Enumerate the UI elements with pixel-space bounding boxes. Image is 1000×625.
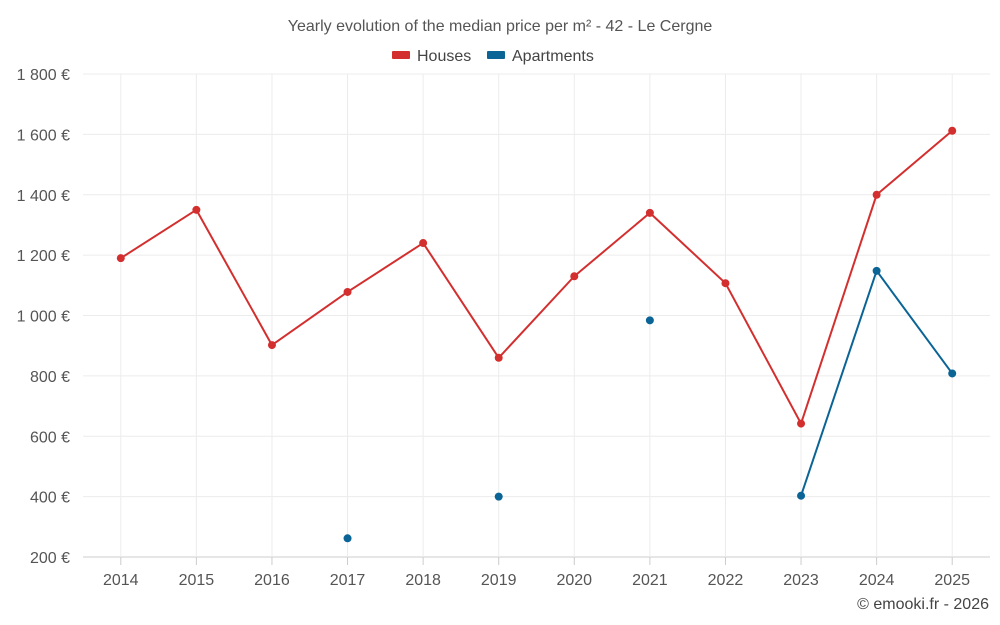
data-point-houses-2015[interactable] bbox=[192, 205, 201, 214]
data-point-houses-2016[interactable] bbox=[267, 341, 276, 350]
series-houses bbox=[116, 126, 957, 428]
x-tick-label: 2023 bbox=[783, 572, 819, 589]
y-tick-label: 800 € bbox=[30, 369, 70, 386]
series-line-segment-houses bbox=[800, 193, 878, 425]
x-tick-label: 2020 bbox=[556, 572, 592, 589]
y-axis: 200 € 400 € 600 € 800 € 1 000 € 1 200 € 1 400 … bbox=[17, 67, 70, 567]
data-point-apartments-2024[interactable] bbox=[872, 266, 881, 275]
y-tick-label: 1 800 € bbox=[17, 67, 70, 84]
legend-item-houses[interactable]: Houses bbox=[392, 48, 471, 65]
data-point-houses-2023[interactable] bbox=[797, 419, 806, 428]
data-point-houses-2018[interactable] bbox=[419, 239, 428, 248]
y-tick-label: 600 € bbox=[30, 429, 70, 446]
data-point-houses-2014[interactable] bbox=[116, 254, 125, 263]
data-point-apartments-2019[interactable] bbox=[494, 492, 503, 501]
legend-swatch-houses bbox=[392, 51, 410, 59]
x-tick-label: 2022 bbox=[708, 572, 744, 589]
x-tick-label: 2016 bbox=[254, 572, 290, 589]
data-point-apartments-2025[interactable] bbox=[948, 369, 957, 378]
x-tick-label: 2017 bbox=[330, 572, 366, 589]
legend-swatch-apartments bbox=[487, 51, 505, 59]
series-line-segment-houses bbox=[648, 211, 727, 285]
data-point-houses-2021[interactable] bbox=[645, 208, 654, 217]
series-apartments bbox=[343, 266, 957, 543]
series-line-segment-houses bbox=[119, 208, 198, 260]
legend: Houses Apartments bbox=[392, 48, 594, 65]
x-tick-label: 2024 bbox=[859, 572, 895, 589]
x-tick-label: 2025 bbox=[934, 572, 970, 589]
grid bbox=[83, 73, 990, 558]
series-layer bbox=[116, 126, 957, 543]
data-point-houses-2022[interactable] bbox=[721, 279, 730, 288]
y-tick-label: 1 200 € bbox=[17, 248, 70, 265]
data-point-houses-2020[interactable] bbox=[570, 272, 579, 281]
series-line-segment-apartments bbox=[800, 269, 878, 497]
data-point-apartments-2021[interactable] bbox=[645, 316, 654, 325]
data-point-houses-2025[interactable] bbox=[948, 126, 957, 135]
x-axis: 2014 2015 2016 2017 2018 2019 2020 2021 2022 2023… bbox=[103, 557, 970, 589]
y-tick-label: 1 600 € bbox=[17, 127, 70, 144]
x-tick-label: 2021 bbox=[632, 572, 668, 589]
x-tick-label: 2015 bbox=[179, 572, 215, 589]
data-point-houses-2019[interactable] bbox=[494, 353, 503, 362]
series-line-segment-houses bbox=[270, 290, 349, 347]
series-line-segment-apartments bbox=[875, 269, 954, 375]
legend-label-apartments: Apartments bbox=[512, 48, 594, 65]
legend-item-apartments[interactable]: Apartments bbox=[487, 48, 594, 65]
series-line-segment-houses bbox=[422, 242, 500, 359]
data-point-houses-2017[interactable] bbox=[343, 287, 352, 296]
y-tick-label: 1 000 € bbox=[17, 309, 70, 326]
data-point-apartments-2023[interactable] bbox=[797, 491, 806, 500]
x-tick-label: 2018 bbox=[405, 572, 441, 589]
data-point-houses-2024[interactable] bbox=[872, 190, 881, 199]
y-tick-label: 400 € bbox=[30, 490, 70, 507]
credit-text: © emooki.fr - 2026 bbox=[857, 596, 989, 613]
chart-title: Yearly evolution of the median price per… bbox=[288, 18, 713, 35]
y-tick-label: 200 € bbox=[30, 550, 70, 567]
series-line-segment-houses bbox=[346, 242, 425, 293]
y-tick-label: 1 400 € bbox=[17, 188, 70, 205]
series-line-segment-houses bbox=[875, 129, 954, 196]
series-line-segment-houses bbox=[724, 282, 803, 425]
x-tick-label: 2019 bbox=[481, 572, 517, 589]
series-line-segment-houses bbox=[497, 275, 576, 359]
x-tick-label: 2014 bbox=[103, 572, 139, 589]
data-point-apartments-2017[interactable] bbox=[343, 534, 352, 543]
series-line-segment-houses bbox=[195, 208, 273, 347]
series-line-segment-houses bbox=[573, 211, 651, 278]
legend-label-houses: Houses bbox=[417, 48, 471, 65]
